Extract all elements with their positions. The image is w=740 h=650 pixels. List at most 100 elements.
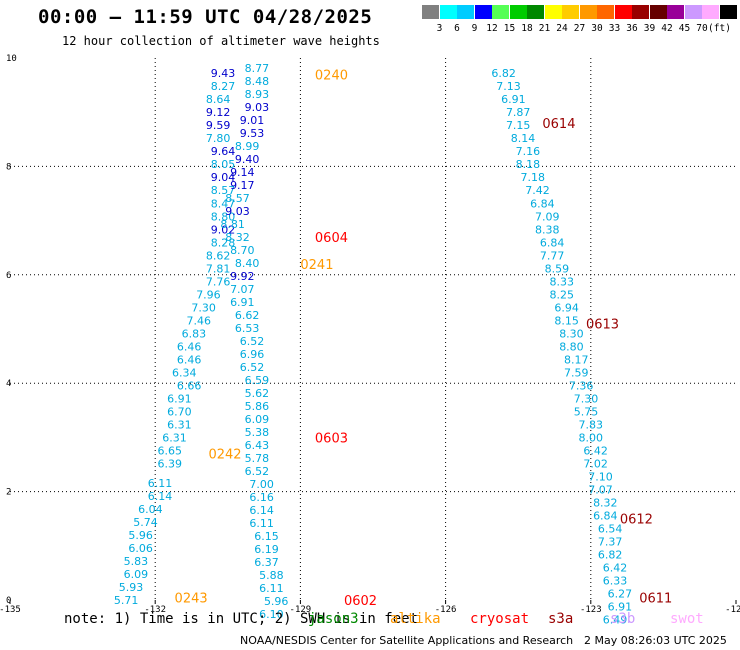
satellite-label-altika: altika bbox=[390, 611, 441, 627]
wave-height-value: 5.62 bbox=[245, 387, 270, 400]
color-swatch bbox=[702, 5, 719, 19]
color-swatch bbox=[719, 5, 737, 19]
wave-height-value: 8.40 bbox=[235, 257, 260, 270]
credit-line: NOAA/NESDIS Center for Satellite Applica… bbox=[240, 634, 574, 647]
track-id-label: 0602 bbox=[344, 594, 377, 609]
wave-height-value: 6.43 bbox=[245, 439, 270, 452]
wave-height-value: 6.84 bbox=[540, 236, 565, 249]
color-scale-label: 21 bbox=[538, 23, 551, 34]
wave-height-value: 7.77 bbox=[540, 249, 565, 262]
x-tick-label: -120 bbox=[725, 605, 740, 615]
wave-height-value: 7.36 bbox=[569, 379, 594, 392]
wave-height-value: 7.09 bbox=[535, 210, 560, 223]
y-tick-label: 6 bbox=[6, 271, 11, 281]
wave-height-value: 7.46 bbox=[187, 314, 212, 327]
wave-height-value: 8.33 bbox=[550, 275, 575, 288]
wave-height-value: 9.53 bbox=[240, 127, 265, 140]
wave-height-value: 6.33 bbox=[603, 574, 628, 587]
wave-height-value: 7.37 bbox=[598, 535, 623, 548]
y-tick-label: 8 bbox=[6, 162, 11, 172]
color-swatch bbox=[667, 5, 684, 19]
chart-title: 00:00 – 11:59 UTC 04/28/2025 bbox=[38, 6, 373, 28]
wave-height-value: 6.42 bbox=[603, 561, 628, 574]
color-scale-label: 27 bbox=[573, 23, 586, 34]
wave-height-value: 8.28 bbox=[211, 236, 236, 249]
wave-height-value: 8.27 bbox=[211, 80, 236, 93]
wave-height-value: 7.18 bbox=[520, 171, 545, 184]
wave-height-value: 8.93 bbox=[245, 88, 270, 101]
wave-height-value: 9.59 bbox=[206, 119, 231, 132]
color-swatch bbox=[632, 5, 649, 19]
wave-height-value: 6.91 bbox=[501, 93, 526, 106]
wave-height-value: 9.03 bbox=[225, 205, 250, 218]
chart-subtitle: 12 hour collection of altimeter wave hei… bbox=[62, 34, 380, 48]
color-scale-label: 9 bbox=[471, 23, 478, 34]
wave-height-value: 5.96 bbox=[128, 529, 153, 542]
satellite-label-cryosat: cryosat bbox=[470, 611, 530, 627]
wave-height-value: 6.42 bbox=[583, 444, 608, 457]
wave-height-value: 5.96 bbox=[264, 595, 289, 608]
color-swatch bbox=[527, 5, 544, 19]
wave-height-value: 6.52 bbox=[240, 335, 265, 348]
wave-height-value: 6.14 bbox=[249, 504, 274, 517]
color-swatch bbox=[562, 5, 579, 19]
x-tick-label: -132 bbox=[144, 605, 166, 615]
track-id-label: 0603 bbox=[315, 431, 348, 446]
wave-height-value: 8.57 bbox=[225, 192, 250, 205]
wave-height-value: 8.62 bbox=[206, 249, 231, 262]
wave-height-value: 7.76 bbox=[206, 275, 231, 288]
track-id-label: 0613 bbox=[586, 318, 619, 333]
wave-height-value: 8.32 bbox=[225, 231, 250, 244]
satellite-label-s3b: s3b bbox=[610, 611, 636, 627]
color-swatch bbox=[649, 5, 667, 19]
wave-height-value: 6.37 bbox=[254, 556, 279, 569]
track-id-label: 0612 bbox=[620, 513, 653, 528]
color-swatch bbox=[492, 5, 509, 19]
wave-height-value: 6.53 bbox=[235, 322, 260, 335]
wave-height-value: 6.82 bbox=[598, 548, 623, 561]
color-swatch bbox=[544, 5, 562, 19]
color-swatch bbox=[422, 5, 439, 19]
wave-height-value: 8.30 bbox=[559, 327, 584, 340]
x-tick-label: -135 bbox=[0, 605, 21, 615]
wave-height-value: 6.91 bbox=[167, 392, 192, 405]
wave-height-value: 8.00 bbox=[579, 431, 604, 444]
wave-height-value: 7.81 bbox=[206, 262, 231, 275]
y-tick-label: 2 bbox=[6, 488, 11, 498]
wave-height-value: 5.83 bbox=[124, 555, 149, 568]
wave-height-value: 6.66 bbox=[177, 379, 202, 392]
wave-height-value: 6.46 bbox=[177, 353, 202, 366]
wave-height-value: 8.38 bbox=[535, 223, 560, 236]
color-scale-label: 39 bbox=[643, 23, 656, 34]
wave-height-value: 8.14 bbox=[511, 132, 536, 145]
wave-height-value: 6.19 bbox=[254, 543, 279, 556]
wave-height-value: 8.17 bbox=[564, 353, 589, 366]
wave-height-value: 6.11 bbox=[259, 582, 284, 595]
track-id-label: 0243 bbox=[175, 591, 208, 606]
wave-height-value: 6.91 bbox=[608, 601, 633, 614]
wave-height-value: 8.18 bbox=[516, 158, 541, 171]
wave-height-value: 6.10 bbox=[259, 608, 284, 621]
color-scale-label: 42 bbox=[661, 23, 673, 34]
wave-height-value: 7.15 bbox=[506, 119, 531, 132]
wave-height-value: 6.96 bbox=[240, 348, 265, 361]
color-scale-label: 12 bbox=[486, 23, 498, 34]
wave-height-value: 5.88 bbox=[259, 569, 284, 582]
wave-height-value: 7.13 bbox=[496, 80, 521, 93]
wave-height-value: 6.14 bbox=[148, 490, 173, 503]
wave-height-value: 8.80 bbox=[211, 210, 236, 223]
wave-height-value: 7.83 bbox=[579, 418, 604, 431]
wave-height-value: 5.78 bbox=[245, 452, 270, 465]
y-tick-label: 10 bbox=[6, 54, 17, 64]
satellite-label-jason3: jason3 bbox=[308, 611, 359, 627]
wave-height-value: 7.07 bbox=[588, 483, 613, 496]
wave-height-value: 8.80 bbox=[559, 340, 584, 353]
x-tick-label: -129 bbox=[290, 605, 312, 615]
wave-height-value: 9.01 bbox=[240, 114, 265, 127]
wave-height-value: 9.43 bbox=[211, 67, 236, 80]
wave-height-value: 6.84 bbox=[530, 197, 555, 210]
wave-height-value: 6.84 bbox=[593, 509, 618, 522]
wave-height-value: 5.38 bbox=[245, 426, 270, 439]
wave-height-value: 8.32 bbox=[593, 496, 618, 509]
wave-height-value: 5.74 bbox=[133, 516, 158, 529]
